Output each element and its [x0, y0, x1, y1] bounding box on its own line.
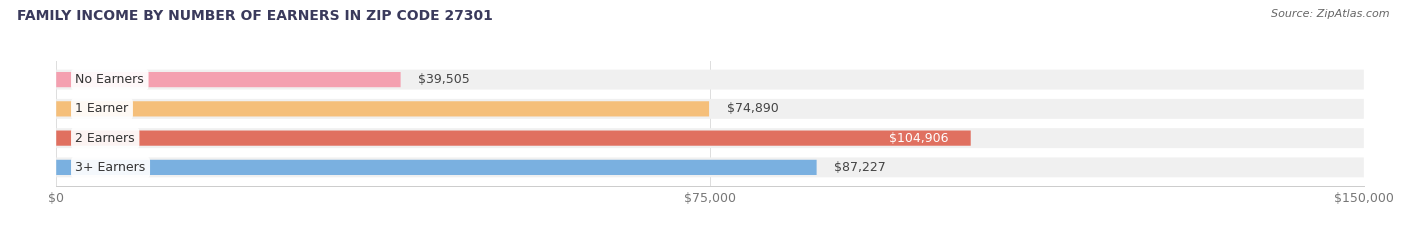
Text: $39,505: $39,505 — [418, 73, 470, 86]
Text: Source: ZipAtlas.com: Source: ZipAtlas.com — [1271, 9, 1389, 19]
FancyBboxPatch shape — [56, 128, 1364, 148]
Text: 3+ Earners: 3+ Earners — [76, 161, 146, 174]
Text: 1 Earner: 1 Earner — [76, 102, 128, 115]
Text: 2 Earners: 2 Earners — [76, 132, 135, 145]
FancyBboxPatch shape — [56, 101, 709, 116]
FancyBboxPatch shape — [56, 160, 817, 175]
Text: $74,890: $74,890 — [727, 102, 779, 115]
FancyBboxPatch shape — [56, 70, 1364, 89]
Text: FAMILY INCOME BY NUMBER OF EARNERS IN ZIP CODE 27301: FAMILY INCOME BY NUMBER OF EARNERS IN ZI… — [17, 9, 492, 23]
FancyBboxPatch shape — [56, 158, 1364, 177]
Text: $104,906: $104,906 — [890, 132, 949, 145]
Text: No Earners: No Earners — [76, 73, 145, 86]
FancyBboxPatch shape — [56, 72, 401, 87]
FancyBboxPatch shape — [56, 130, 970, 146]
FancyBboxPatch shape — [56, 99, 1364, 119]
Text: $87,227: $87,227 — [834, 161, 886, 174]
